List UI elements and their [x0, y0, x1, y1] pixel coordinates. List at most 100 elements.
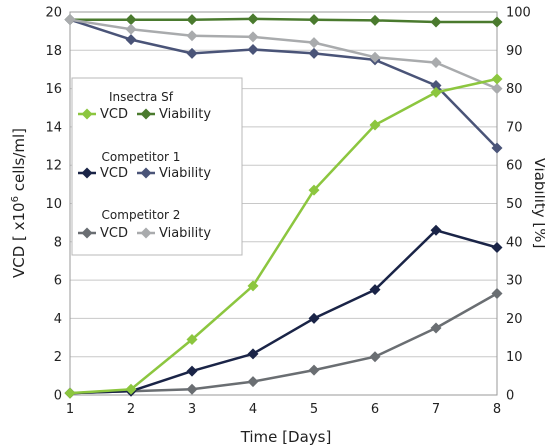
data-point — [247, 13, 259, 25]
data-point — [186, 30, 198, 42]
legend-label-viability: Viability — [159, 226, 211, 241]
y-left-tick-labels: 0 2 4 6 8 10 12 14 16 18 20 — [45, 6, 62, 404]
data-point — [247, 348, 259, 360]
y-left-tick-label: 2 — [54, 350, 62, 365]
legend-group-title: Competitor 1 — [102, 150, 181, 164]
legend-label-vcd: VCD — [100, 107, 128, 122]
y-right-tick-label: 70 — [506, 120, 523, 135]
data-point — [491, 288, 503, 300]
x-tick-labels: 1 2 3 4 5 6 7 8 — [66, 402, 501, 417]
data-point — [491, 73, 503, 85]
data-point — [369, 351, 381, 363]
series-3 — [64, 14, 503, 154]
plot-frame — [69, 11, 498, 396]
x-tick-label: 8 — [493, 402, 501, 417]
data-point — [308, 47, 320, 59]
y-left-tick-label: 18 — [45, 44, 62, 59]
data-point — [430, 224, 442, 236]
legend-marker — [140, 227, 152, 239]
data-point — [125, 14, 137, 26]
y-right-tick-label: 0 — [506, 389, 514, 404]
y-left-tick-label: 6 — [54, 274, 62, 289]
data-point — [186, 365, 198, 377]
data-point — [430, 80, 442, 92]
data-point — [369, 14, 381, 26]
series-line — [69, 77, 498, 395]
y-right-axis-title: Viability [%] — [531, 158, 545, 249]
y-right-tick-label: 20 — [506, 312, 523, 327]
series-line — [69, 18, 498, 90]
x-tick-label: 7 — [432, 402, 440, 417]
data-point — [369, 119, 381, 131]
x-tick-label: 1 — [66, 402, 74, 417]
x-axis-title: Time [Days] — [240, 428, 332, 446]
data-point — [247, 31, 259, 43]
data-point — [247, 280, 259, 292]
legend-label-viability: Viability — [159, 107, 211, 122]
series-line — [70, 17, 497, 24]
y-right-tick-label: 90 — [506, 44, 523, 59]
data-point — [308, 14, 320, 26]
series-5 — [64, 14, 503, 95]
x-tick-label: 5 — [310, 402, 318, 417]
data-point — [247, 376, 259, 388]
y-right-tick-label: 10 — [506, 350, 523, 365]
y-right-tick-label: 80 — [506, 82, 523, 97]
y-left-tick-label: 8 — [54, 235, 62, 250]
data-point — [308, 37, 320, 49]
y-left-tick-label: 10 — [45, 197, 62, 212]
data-point — [430, 86, 442, 98]
legend-group-title: Insectra Sf — [109, 90, 174, 104]
data-point — [430, 16, 442, 28]
y-left-axis-title-main: VCD [ x10 — [10, 202, 28, 278]
legend-marker — [81, 108, 93, 120]
data-point — [491, 16, 503, 28]
data-point — [186, 47, 198, 59]
legend: Insectra Sf VCD Viability Competitor 1 VCD Vi… — [71, 77, 243, 256]
y-right-tick-labels: 0 10 20 30 40 50 60 70 80 90 100 — [506, 6, 531, 404]
data-point — [186, 383, 198, 395]
y-right-tick-label: 60 — [506, 159, 523, 174]
y-right-tick-label: 40 — [506, 235, 523, 250]
data-point — [186, 14, 198, 26]
series-line — [69, 18, 498, 149]
data-point — [125, 23, 137, 35]
data-point — [491, 83, 503, 95]
y-left-tick-label: 0 — [54, 389, 62, 404]
y-right-tick-label: 30 — [506, 274, 523, 289]
data-point — [247, 44, 259, 56]
data-point — [125, 34, 137, 46]
legend-marker — [140, 108, 152, 120]
data-point — [64, 14, 76, 26]
y-left-tick-label: 20 — [45, 6, 62, 21]
x-tick-label: 2 — [127, 402, 135, 417]
data-point — [369, 51, 381, 63]
data-point — [491, 142, 503, 154]
legend-label-vcd: VCD — [100, 166, 128, 181]
y-right-tick-label: 100 — [506, 6, 531, 21]
y-left-tick-label: 4 — [54, 312, 62, 327]
data-point — [308, 312, 320, 324]
legend-marker — [81, 167, 93, 179]
legend-group-title: Competitor 2 — [102, 208, 181, 222]
data-point — [186, 333, 198, 345]
y-left-axis-title-sup: 6 — [10, 196, 21, 202]
data-point — [308, 364, 320, 376]
x-tick-label: 6 — [371, 402, 379, 417]
y-left-tick-label: 16 — [45, 82, 62, 97]
series-layer — [64, 13, 503, 399]
y-left-axis-title-tail: cells/ml] — [10, 128, 28, 196]
series-4 — [64, 288, 503, 399]
y-left-tick-label: 14 — [45, 120, 62, 135]
x-tick-label: 4 — [249, 402, 257, 417]
data-point — [125, 383, 137, 395]
legend-label-viability: Viability — [159, 166, 211, 181]
legend-marker — [140, 167, 152, 179]
data-point — [430, 57, 442, 69]
legend-marker — [81, 227, 93, 239]
data-point — [308, 184, 320, 196]
data-point — [64, 387, 76, 399]
y-left-axis-title: VCD [ x106 cells/ml] — [10, 128, 28, 278]
data-point — [369, 284, 381, 296]
